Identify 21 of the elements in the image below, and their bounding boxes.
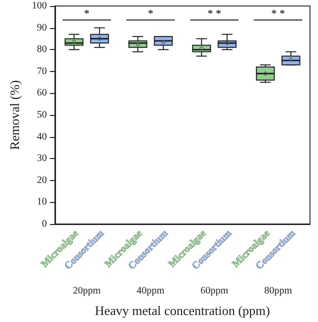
x-tick-label: 20ppm: [72, 286, 101, 296]
y-tick-label: 0: [42, 218, 47, 230]
y-tick-label: 30: [36, 153, 47, 164]
y-tick-label: 20: [36, 174, 47, 186]
y-tick-label: 100: [32, 0, 47, 12]
y-tick-label: 90: [36, 22, 47, 34]
x-tick-label: 80ppm: [264, 286, 292, 296]
x-axis-title: Heavy metal concentration (ppm): [94, 303, 270, 318]
x-tick-label: 60ppm: [200, 286, 228, 296]
annotation: *: [148, 8, 154, 20]
annotation: * *: [207, 8, 222, 20]
y-tick-label: 70: [36, 66, 47, 77]
y-axis-title: Removal (%): [7, 80, 22, 150]
x-tick-label: 40ppm: [136, 286, 165, 296]
y-tick-label: 10: [36, 196, 47, 208]
annotation: *: [84, 8, 90, 20]
y-tick-label: 40: [36, 131, 47, 142]
y-tick-label: 80: [36, 44, 47, 56]
y-tick-label: 50: [36, 110, 47, 120]
y-tick-label: 60: [36, 88, 47, 99]
annotation: * *: [271, 8, 285, 20]
